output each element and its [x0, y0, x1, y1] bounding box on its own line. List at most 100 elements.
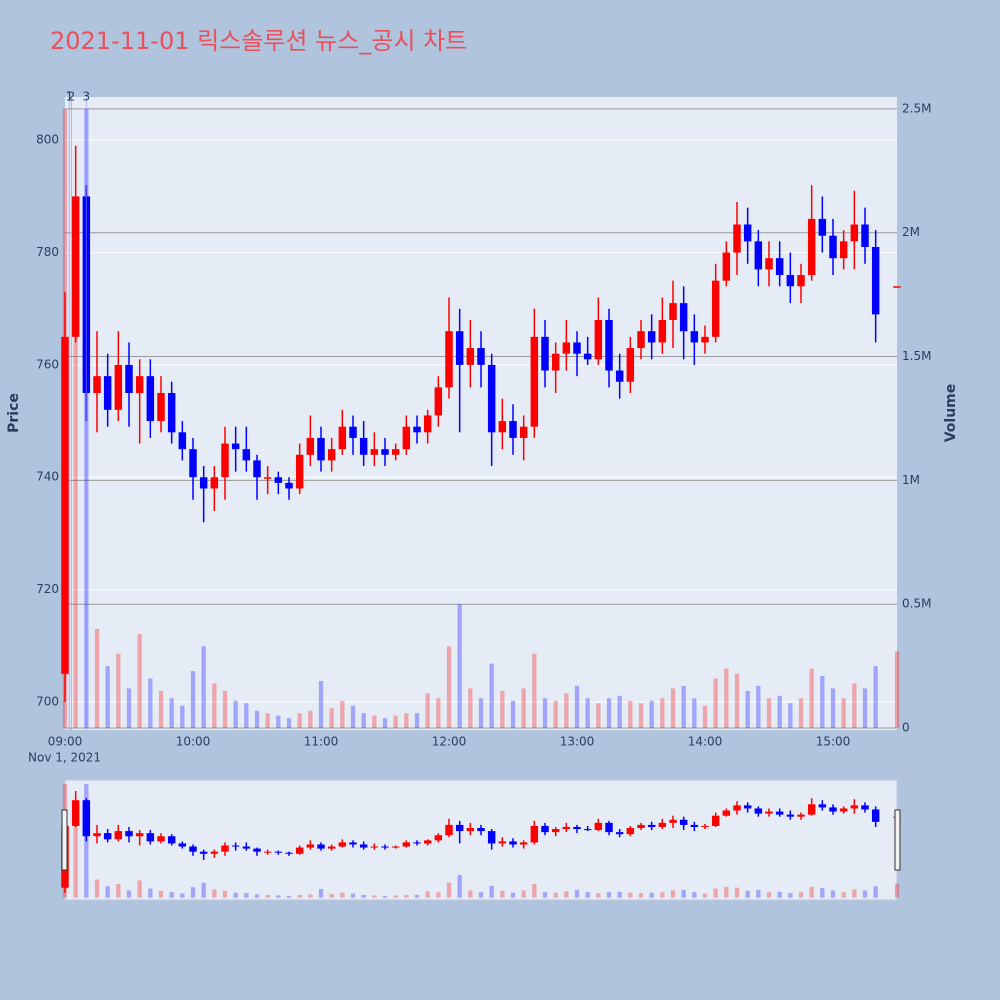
- volume-bar: [745, 690, 750, 729]
- slider-candle-body: [370, 846, 379, 848]
- slider-volume-bar: [820, 888, 825, 898]
- volume-bar: [564, 693, 569, 729]
- slider-candle-body: [103, 833, 112, 840]
- volume-bar: [489, 663, 494, 729]
- slider-candle-body: [487, 831, 496, 844]
- slider-volume-bar: [393, 895, 398, 898]
- slider-candle-body: [391, 846, 400, 848]
- candle-body: [338, 426, 347, 450]
- slider-volume-bar: [841, 892, 846, 898]
- slider-volume-bar: [606, 892, 612, 898]
- slider-handle[interactable]: [894, 809, 901, 871]
- slider-candle-body: [295, 847, 304, 854]
- volume-bar: [734, 673, 740, 729]
- candle-body: [871, 246, 880, 315]
- range-slider[interactable]: [64, 779, 898, 901]
- volume-bar: [446, 646, 452, 729]
- slider-volume-bar: [468, 890, 473, 898]
- slider-volume-bar: [628, 892, 633, 898]
- slider-volume-bar: [489, 885, 494, 898]
- slider-candle-body: [327, 846, 336, 849]
- volume-bar: [713, 678, 718, 729]
- volume-bar: [169, 698, 174, 729]
- volume-bar: [596, 703, 601, 729]
- slider-candle-body: [850, 805, 859, 809]
- slider-volume-bar: [350, 893, 356, 898]
- candle-body: [253, 460, 261, 478]
- candle-body: [327, 449, 336, 461]
- candle-body: [605, 319, 613, 371]
- annotation-label: 3: [83, 90, 91, 104]
- slider-candle-body: [146, 833, 155, 842]
- slider-volume-bar: [425, 891, 430, 898]
- y2-tick-label: 2.5M: [902, 101, 931, 115]
- slider-volume-bar: [372, 895, 377, 898]
- volume-bar: [201, 646, 206, 729]
- volume-bar: [233, 700, 238, 729]
- candle-body: [423, 415, 432, 433]
- volume-bar: [830, 688, 836, 729]
- candle-body: [434, 387, 443, 416]
- volume-bar: [361, 713, 366, 729]
- candle-body: [167, 392, 176, 433]
- slider-volume-bar: [94, 879, 100, 898]
- slider-volume-bar: [638, 893, 644, 898]
- volume-bar: [329, 708, 334, 729]
- volume-bar: [94, 628, 100, 729]
- slider-candle-body: [626, 828, 635, 835]
- candle-body: [263, 477, 272, 479]
- candle-body: [743, 224, 752, 242]
- volume-bar: [425, 693, 430, 729]
- slider-volume-bar: [148, 888, 153, 898]
- slider-volume-bar: [158, 890, 164, 898]
- slider-candle-body: [125, 831, 133, 837]
- volume-bar: [350, 705, 356, 729]
- slider-candle-body: [519, 842, 528, 845]
- slider-candle-body: [242, 846, 251, 849]
- candle-body: [615, 370, 624, 382]
- candle-body: [487, 364, 496, 433]
- candle-body: [765, 258, 773, 270]
- candle-body: [455, 331, 464, 365]
- volume-bar: [862, 688, 868, 729]
- candle-body: [231, 443, 240, 450]
- volume-bar: [340, 700, 345, 729]
- volume-bar: [414, 713, 420, 729]
- slider-candle-body: [733, 805, 741, 811]
- volume-bar: [180, 705, 185, 729]
- volume-bar: [372, 715, 377, 729]
- slider-volume-bar: [521, 890, 526, 898]
- annotation-label: 2: [68, 90, 76, 104]
- slider-candle-body: [338, 842, 347, 847]
- volume-bar: [158, 690, 164, 729]
- y-tick-label: 740: [36, 470, 59, 484]
- candle-body: [370, 449, 379, 455]
- slider-volume-bar: [809, 886, 814, 898]
- slider-volume-bar: [318, 889, 324, 898]
- slider-volume-bar: [734, 887, 740, 898]
- slider-candle-body: [797, 814, 805, 817]
- candle-body: [178, 432, 187, 450]
- candle-body: [701, 336, 709, 343]
- slider-candle-body: [423, 840, 432, 844]
- slider-candle-body: [786, 814, 795, 817]
- slider-volume-bar: [788, 893, 793, 898]
- y-tick-label: 700: [36, 694, 59, 708]
- slider-candle-body: [551, 829, 560, 833]
- slider-candle-body: [754, 808, 763, 814]
- volume-bar: [660, 698, 665, 729]
- volume-bar: [510, 700, 516, 729]
- slider-candle-body: [253, 848, 261, 852]
- slider-candle-body: [605, 822, 613, 833]
- volume-bar: [894, 651, 900, 729]
- candle-body: [551, 353, 560, 371]
- slider-candle-body: [829, 807, 837, 812]
- x-tick-label: 10:00: [176, 735, 211, 749]
- volume-bar: [532, 653, 537, 729]
- slider-volume-bar: [340, 892, 345, 898]
- slider-handle[interactable]: [61, 809, 68, 871]
- slider-volume-bar: [116, 884, 121, 898]
- slider-volume-bar: [681, 889, 686, 898]
- candle-body: [61, 336, 69, 674]
- slider-candle-body: [541, 825, 549, 833]
